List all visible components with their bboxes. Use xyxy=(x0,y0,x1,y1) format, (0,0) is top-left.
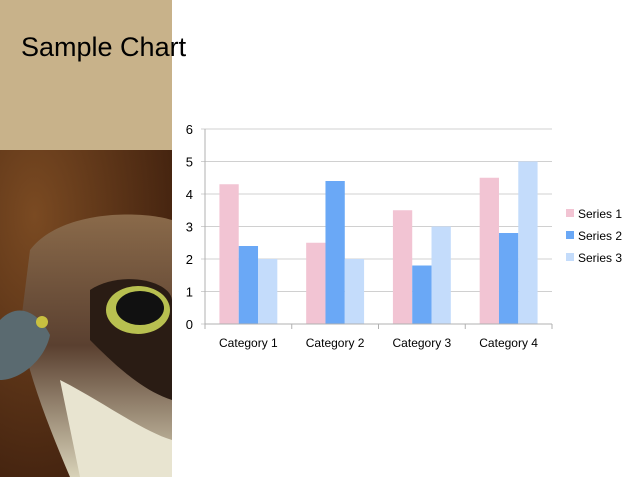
y-tick-label: 1 xyxy=(186,285,193,300)
y-tick-label: 2 xyxy=(186,252,193,267)
legend-swatch xyxy=(566,231,574,239)
y-tick-label: 0 xyxy=(186,317,193,332)
y-tick-label: 4 xyxy=(186,187,193,202)
legend-label: Series 3 xyxy=(578,251,622,265)
legend-swatch xyxy=(566,253,574,261)
x-tick-label: Category 3 xyxy=(393,336,452,350)
bar-series-2 xyxy=(412,265,432,324)
y-tick-label: 3 xyxy=(186,220,193,235)
bar-series-3 xyxy=(258,259,278,324)
x-tick-label: Category 2 xyxy=(306,336,365,350)
bar-series-2 xyxy=(498,233,519,324)
bar-series-1 xyxy=(219,184,239,324)
bar-series-3 xyxy=(518,161,538,324)
bar-series-1 xyxy=(306,242,326,324)
bar-series-3 xyxy=(431,226,451,324)
x-tick-label: Category 1 xyxy=(219,336,278,350)
bar-series-2 xyxy=(238,246,259,324)
slide-title: Sample Chart xyxy=(21,32,187,62)
bar-series-1 xyxy=(392,210,413,324)
legend-label: Series 1 xyxy=(578,207,622,221)
x-tick-label: Category 4 xyxy=(479,336,538,350)
y-tick-label: 6 xyxy=(186,122,193,137)
bar-series-2 xyxy=(325,181,345,324)
bar-series-1 xyxy=(479,177,499,324)
tan-panel xyxy=(0,0,172,150)
legend-label: Series 2 xyxy=(578,229,622,243)
bar-series-3 xyxy=(344,259,365,324)
legend-swatch xyxy=(566,209,574,217)
hawk-photo xyxy=(0,150,172,477)
y-tick-label: 5 xyxy=(186,155,193,170)
